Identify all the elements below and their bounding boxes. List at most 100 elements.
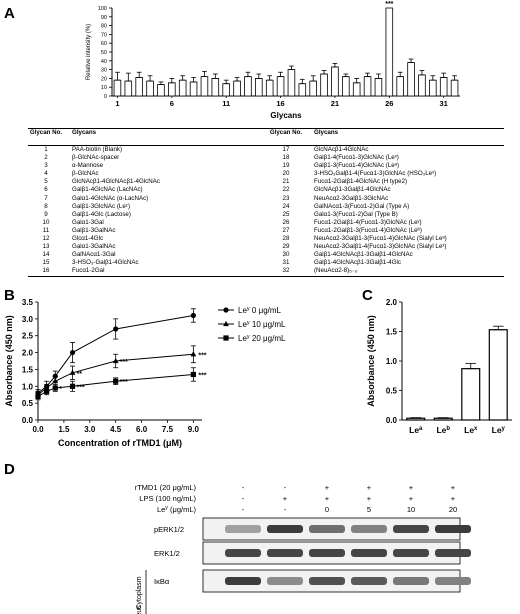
cell-glycan-right: (NeuAcα2-8)₅₋₆ [314, 267, 358, 275]
cell-no-right: 32 [282, 267, 290, 275]
d-condition-value: + [325, 483, 330, 492]
b-significance: *** [198, 372, 206, 379]
header-glycans-right: Glycans [314, 129, 339, 136]
b-legend-marker [223, 307, 229, 313]
cell-glycan-right: NeuAcα2-3Galβ1-3GlcNAc [314, 194, 389, 202]
a-y-tick-label: 20 [101, 76, 107, 82]
cell-no-left: 7 [44, 194, 48, 202]
d-condition-value: - [242, 505, 245, 514]
b-legend-marker [223, 335, 229, 341]
cell-glycan-left: Glcα1-4Glc [72, 235, 104, 243]
cell-no-right: 30 [282, 251, 290, 259]
a-x-label: Glycans [270, 111, 302, 120]
a-x-tick-label: 31 [440, 99, 448, 108]
b-significance: * [59, 386, 62, 393]
cell-no-right: 25 [282, 210, 290, 218]
table-row: 5 GlcNAcβ1-4GlcNAcβ1-4GlcNAc 21 Fucα1-2Galβ… [28, 178, 504, 186]
a-bar [168, 82, 176, 97]
cell-no-right: 24 [282, 202, 290, 210]
cell-no-left: 6 [44, 186, 48, 194]
table-row: 10 Galα1-3Gal 26 Fucα1-2Galβ1-4(Fucα1-3)Glc… [28, 219, 504, 227]
a-y-tick-label: 70 [101, 32, 107, 38]
cell-glycan-left: GalNAcα1-3Gal [72, 251, 116, 259]
d-condition-value: + [367, 483, 372, 492]
cell-no-right: 20 [282, 170, 290, 178]
d-condition-label: rTMD1 (20 μg/mL) [135, 483, 197, 492]
a-bar [396, 76, 404, 97]
a-y-tick-label: 100 [98, 6, 107, 12]
a-bar [135, 77, 143, 97]
d-band-label: pERK1/2 [154, 525, 184, 534]
a-x-tick-label: 26 [385, 99, 393, 108]
b-x-tick-label: 0.0 [32, 425, 44, 434]
b-significance: ** [77, 371, 83, 378]
b-y-tick-label: 1.0 [22, 382, 34, 391]
b-y-tick-label: 3.0 [22, 315, 34, 324]
b-point [190, 312, 196, 319]
cell-glycan-left: Fucα1-2Gal [72, 267, 105, 275]
cell-glycan-left: Galα1-3Gal [72, 218, 104, 226]
a-significance: *** [385, 1, 393, 8]
table-row: 4 β-GlcNAc 20 3-HSO₃Galβ1-4(Fucα1-3)GlcNAc … [28, 170, 504, 178]
b-point [52, 385, 58, 391]
cell-no-right: 18 [282, 154, 290, 162]
cell-glycan-right: Fucα1-2Galβ1-3(Fucα1-4)GlcNAc (Leᵇ) [314, 226, 422, 234]
d-condition-value: 0 [325, 505, 329, 514]
d-band [393, 549, 429, 557]
b-point [69, 383, 76, 389]
c-x-tick-label: Leb [436, 425, 450, 435]
panel-label-a: A [4, 5, 15, 22]
a-y-tick-label: 60 [101, 41, 107, 47]
c-x-tick-label: Ley [492, 425, 506, 435]
cell-glycan-right: NeuAcα2-3Galβ1-3(Fucα1-4)GlcNAc (Sialyl … [314, 235, 447, 243]
a-x-tick-label: 1 [115, 99, 119, 108]
b-x-tick-label: 3.0 [84, 425, 96, 434]
a-bar [309, 80, 317, 97]
b-y-tick-label: 3.5 [22, 298, 34, 307]
glycan-table: Glycan No. Glycans Glycan No. Glycans 1 P… [28, 128, 504, 277]
b-y-tick-label: 2.5 [22, 332, 34, 341]
d-group-label: Cytoplasm [136, 576, 143, 609]
cell-glycan-left: β-GlcNAc [72, 170, 99, 178]
a-y-tick-label: 90 [101, 15, 107, 21]
d-condition-value: 20 [449, 505, 457, 514]
d-band-label: ERK1/2 [154, 549, 180, 558]
a-y-tick-label: 50 [101, 50, 107, 56]
b-significance: *** [198, 352, 206, 359]
a-bar [157, 84, 165, 97]
c-y-tick-label: 0.5 [386, 387, 398, 396]
a-y-tick-label: 40 [101, 59, 107, 65]
d-condition-value: 5 [367, 505, 371, 514]
panel-label-c: C [362, 287, 373, 304]
a-bar [363, 76, 372, 97]
cell-glycan-right: Galβ1-4GlcNAcβ1-3Galβ1-4Glc [314, 259, 402, 267]
d-band [225, 525, 261, 533]
b-point [190, 351, 197, 357]
d-band [435, 577, 471, 585]
d-condition-value: - [284, 505, 287, 514]
panel-b-line-chart: 0.0 0.5 1.0 1.5 2.0 2.5 3.0 3.5 0.0 1.5 3.0 4.5 6.0 7… [4, 298, 286, 448]
b-point [113, 378, 119, 384]
cell-no-right: 23 [282, 194, 290, 202]
d-band [225, 577, 261, 585]
cell-no-left: 14 [42, 251, 50, 259]
cell-glycan-right: GlcNAcβ1-4GlcNAc [314, 146, 369, 153]
b-point [112, 357, 119, 364]
cell-no-left: 16 [42, 267, 50, 275]
a-y-tick-label: 0 [104, 94, 107, 100]
b-x-tick-label: 7.5 [162, 425, 174, 434]
a-bar [189, 81, 198, 97]
d-band [309, 577, 345, 585]
b-y-tick-label: 2.0 [22, 349, 34, 358]
cell-glycan-right: Fucα1-2Galβ1-4(Fucα1-3)GlcNAc (Leʸ) [314, 218, 422, 226]
c-bar [488, 329, 508, 421]
table-row: 1 PAA-biotin (Blank) 17 GlcNAcβ1-4GlcNAc [28, 146, 504, 154]
a-y-tick-label: 80 [101, 24, 107, 30]
c-x-tick-label: Lex [464, 425, 478, 435]
table-row: 3 α-Mannose 19 Galβ1-3(Fucα1-4)GlcNAc (Leᵃ) [28, 162, 504, 170]
d-condition-value: + [367, 494, 372, 503]
a-bar [342, 76, 350, 97]
d-band [393, 577, 429, 585]
a-bar [418, 74, 426, 97]
